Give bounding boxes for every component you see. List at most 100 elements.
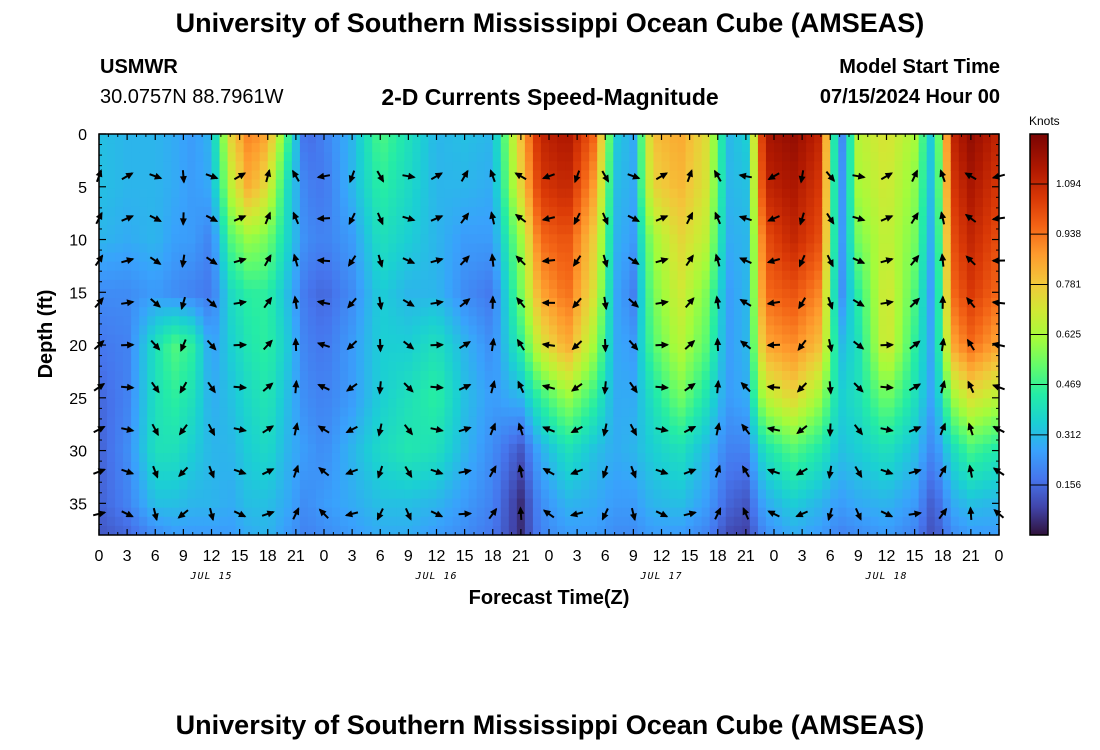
heat-cell: [356, 170, 365, 181]
heat-cell: [621, 471, 630, 481]
heat-cell: [910, 216, 920, 226]
heat-cell: [540, 243, 550, 254]
heat-cell: [982, 380, 992, 390]
heat-cell: [589, 507, 598, 518]
heat-cell: [605, 462, 614, 472]
heat-cell: [139, 416, 148, 427]
heat-cell: [926, 407, 936, 418]
heat-cell: [733, 270, 743, 281]
heat-cell: [444, 525, 454, 535]
heat-cell: [605, 316, 614, 326]
heat-cell: [918, 216, 928, 226]
heat-cell: [492, 188, 502, 199]
heat-cell: [637, 480, 647, 491]
heat-cell: [573, 398, 582, 409]
heat-cell: [275, 389, 285, 399]
heat-cell: [251, 225, 261, 235]
heat-cell: [621, 170, 630, 181]
heat-cell: [910, 425, 920, 436]
heat-cell: [814, 325, 823, 336]
heat-cell: [468, 179, 478, 190]
heat-cell: [484, 298, 494, 308]
heat-cell: [902, 471, 912, 481]
heat-cell: [195, 471, 205, 481]
heat-cell: [468, 252, 478, 263]
heat-cell: [139, 197, 148, 208]
heat-cell: [404, 389, 413, 399]
heat-cell: [629, 416, 638, 427]
heat-cell: [115, 352, 124, 363]
heat-cell: [597, 380, 606, 390]
heat-cell: [854, 161, 863, 172]
heat-cell: [516, 407, 526, 418]
heat-cell: [203, 288, 213, 299]
heat-cell: [613, 161, 622, 172]
heat-cell: [806, 480, 815, 491]
heat-cell: [549, 143, 558, 153]
heat-cell: [508, 380, 518, 390]
heat-cell: [790, 416, 799, 427]
heat-cell: [846, 325, 855, 336]
heat-cell: [452, 188, 462, 199]
heat-cell: [259, 216, 269, 226]
heat-cell: [428, 398, 438, 409]
heat-cell: [557, 261, 566, 272]
heat-cell: [878, 243, 888, 254]
heat-cell: [348, 398, 357, 409]
heat-cell: [902, 307, 912, 317]
heat-cell: [645, 206, 655, 217]
heat-cell: [99, 279, 108, 290]
heat-cell: [227, 152, 237, 162]
heat-cell: [123, 206, 132, 217]
heat-cell: [163, 489, 172, 500]
heat-cell: [235, 270, 245, 281]
heat-cell: [934, 170, 944, 181]
heat-cell: [540, 143, 550, 153]
heat-cell: [404, 179, 413, 190]
heat-cell: [235, 188, 245, 199]
heat-cell: [637, 161, 647, 172]
heat-cell: [420, 352, 430, 363]
heat-cell: [444, 234, 454, 244]
heat-cell: [420, 179, 430, 190]
heat-cell: [661, 325, 671, 336]
heat-cell: [589, 152, 598, 162]
heat-cell: [227, 480, 237, 491]
heat-cell: [267, 516, 277, 527]
heat-cell: [227, 471, 237, 481]
heat-cell: [790, 316, 799, 326]
heat-cell: [573, 462, 582, 472]
heat-cell: [950, 234, 960, 244]
heat-cell: [532, 334, 542, 345]
heat-cell: [830, 489, 839, 500]
heat-cell: [484, 316, 494, 326]
heat-cell: [701, 252, 711, 263]
heat-cell: [139, 434, 148, 445]
heat-cell: [549, 361, 558, 372]
heat-cell: [846, 498, 855, 509]
heat-cell: [902, 462, 912, 472]
heat-cell: [934, 143, 944, 153]
heat-cell: [733, 288, 743, 299]
heat-cell: [806, 407, 815, 418]
heat-cell: [508, 507, 518, 518]
heat-cell: [195, 152, 205, 162]
heat-cell: [653, 352, 663, 363]
heat-cell: [918, 325, 928, 336]
heat-cell: [974, 252, 984, 263]
heat-cell: [822, 471, 831, 481]
heat-cell: [468, 462, 478, 472]
heat-cell: [436, 134, 446, 144]
heat-cell: [324, 143, 333, 153]
heat-cell: [139, 206, 148, 217]
heat-cell: [139, 216, 148, 226]
heat-cell: [950, 197, 960, 208]
heat-cell: [958, 480, 968, 491]
heat-cell: [934, 516, 944, 527]
heat-cell: [179, 407, 188, 418]
heat-cell: [492, 161, 502, 172]
heat-cell: [757, 507, 767, 518]
heat-cell: [846, 225, 855, 235]
heat-cell: [701, 480, 711, 491]
heat-cell: [540, 416, 550, 427]
